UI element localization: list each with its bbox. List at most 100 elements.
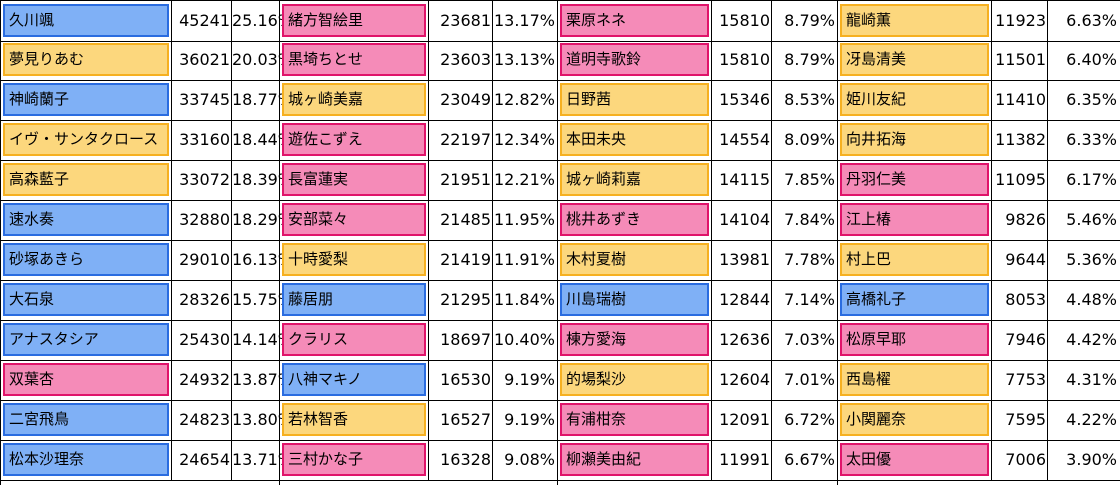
vote-percentage: 6.40% [1047, 40, 1119, 80]
ranking-row: 棟方愛海 12636 7.03% [558, 320, 838, 361]
idol-name: 栗原ネネ [560, 4, 709, 37]
ranking-row: 本田未央 14554 8.09% [558, 120, 838, 161]
vote-percentage: 12.21% [492, 160, 557, 200]
idol-name: 高森藍子 [3, 163, 169, 196]
vote-count: 14115 [711, 160, 771, 200]
vote-percentage: 15.75% [231, 280, 293, 320]
vote-percentage: 4.42% [1047, 320, 1119, 360]
vote-count: 9826 [991, 200, 1047, 240]
vote-percentage: 9.19% [492, 360, 557, 400]
idol-name: 太田優 [840, 443, 989, 476]
vote-count: 7006 [991, 440, 1047, 480]
vote-percentage: 4.22% [1047, 400, 1119, 440]
ranking-row: 太田優 7006 3.90% [838, 440, 1120, 481]
ranking-row: 双葉杏 24932 13.87% [1, 360, 293, 401]
vote-percentage: 7.03% [771, 320, 837, 360]
ranking-column-2: 緒方智絵里 23681 13.17% 黒埼ちとせ 23603 13.13% 城ヶ崎美嘉 230… [279, 0, 558, 485]
vote-percentage: 6.67% [771, 440, 837, 480]
vote-percentage: 3.90% [1047, 440, 1119, 480]
idol-name: 小関麗奈 [840, 403, 989, 436]
ranking-row: 夢見りあむ 36021 20.03% [1, 40, 293, 81]
vote-count: 12636 [711, 320, 771, 360]
idol-name: 神崎蘭子 [3, 83, 169, 116]
vote-count: 32880 [171, 200, 231, 240]
vote-percentage: 6.63% [1047, 1, 1119, 41]
vote-percentage: 18.44% [231, 120, 293, 160]
vote-percentage: 7.78% [771, 240, 837, 280]
vote-percentage: 16.13% [231, 240, 293, 280]
idol-name: 緒方智絵里 [282, 4, 426, 37]
vote-percentage: 18.29% [231, 200, 293, 240]
vote-count: 33745 [171, 80, 231, 120]
idol-name: 丹羽仁美 [840, 163, 989, 196]
ranking-row: 栗原ネネ 15810 8.79% [558, 0, 838, 42]
idol-name: 本田未央 [560, 123, 709, 156]
ranking-row: 緒方智絵里 23681 13.17% [280, 0, 558, 42]
idol-name: 川島瑞樹 [560, 283, 709, 316]
idol-name: 久川颯 [3, 4, 169, 37]
vote-count: 16328 [428, 440, 492, 480]
vote-count: 23603 [428, 40, 492, 80]
vote-count: 16527 [428, 400, 492, 440]
vote-percentage: 8.53% [771, 80, 837, 120]
ranking-row: 柳瀬美由紀 11991 6.67% [558, 440, 838, 481]
idol-name: 的場梨沙 [560, 363, 709, 396]
vote-count: 15810 [711, 40, 771, 80]
vote-percentage: 13.71% [231, 440, 293, 480]
vote-count: 11501 [991, 40, 1047, 80]
idol-name: 夢見りあむ [3, 43, 169, 76]
vote-percentage: 25.16% [231, 1, 293, 41]
vote-percentage: 5.46% [1047, 200, 1119, 240]
vote-count: 23681 [428, 1, 492, 41]
idol-name: 江上椿 [840, 203, 989, 236]
vote-count: 28326 [171, 280, 231, 320]
ranking-row: 久川颯 45241 25.16% [1, 0, 293, 42]
vote-percentage: 14.14% [231, 320, 293, 360]
vote-percentage: 9.08% [492, 440, 557, 480]
ranking-row: 西島櫂 7753 4.31% [838, 360, 1120, 401]
ranking-row: 大石泉 28326 15.75% [1, 280, 293, 321]
idol-name: 三村かな子 [282, 443, 426, 476]
idol-name: 城ヶ崎美嘉 [282, 83, 426, 116]
ranking-row: 冴島清美 11501 6.40% [838, 40, 1120, 81]
ranking-row: 高橋礼子 8053 4.48% [838, 280, 1120, 321]
vote-count: 11923 [991, 1, 1047, 41]
idol-name: 棟方愛海 [560, 323, 709, 356]
ranking-row: 小関麗奈 7595 4.22% [838, 400, 1120, 441]
idol-name: 龍崎薫 [840, 4, 989, 37]
vote-count: 12091 [711, 400, 771, 440]
vote-percentage: 12.82% [492, 80, 557, 120]
idol-name: 八神マキノ [282, 363, 426, 396]
vote-count: 16530 [428, 360, 492, 400]
ranking-row: 三村かな子 16328 9.08% [280, 440, 558, 481]
ranking-row: 龍崎薫 11923 6.63% [838, 0, 1120, 42]
ranking-column-1: 久川颯 45241 25.16% 夢見りあむ 36021 20.03% 神崎蘭子 33745 1… [0, 0, 293, 485]
vote-percentage: 8.79% [771, 40, 837, 80]
vote-percentage: 13.80% [231, 400, 293, 440]
ranking-row: 松本沙理奈 24654 13.71% [1, 440, 293, 481]
idol-name: アナスタシア [3, 323, 169, 356]
vote-percentage: 9.19% [492, 400, 557, 440]
vote-percentage: 7.85% [771, 160, 837, 200]
vote-percentage: 4.48% [1047, 280, 1119, 320]
ranking-row: 桃井あずき 14104 7.84% [558, 200, 838, 241]
ranking-row: 城ヶ崎莉嘉 14115 7.85% [558, 160, 838, 201]
idol-name: 速水奏 [3, 203, 169, 236]
ranking-row: 遊佐こずえ 22197 12.34% [280, 120, 558, 161]
vote-count: 7595 [991, 400, 1047, 440]
vote-count: 24654 [171, 440, 231, 480]
vote-count: 11382 [991, 120, 1047, 160]
idol-name: 冴島清美 [840, 43, 989, 76]
vote-count: 33072 [171, 160, 231, 200]
vote-count: 7753 [991, 360, 1047, 400]
ranking-row: 道明寺歌鈴 15810 8.79% [558, 40, 838, 81]
idol-name: 有浦柑奈 [560, 403, 709, 436]
ranking-row: 長富蓮実 21951 12.21% [280, 160, 558, 201]
vote-count: 11991 [711, 440, 771, 480]
idol-name: 村上巴 [840, 243, 989, 276]
vote-count: 15810 [711, 1, 771, 41]
vote-count: 21485 [428, 200, 492, 240]
vote-count: 18697 [428, 320, 492, 360]
idol-name: 砂塚あきら [3, 243, 169, 276]
